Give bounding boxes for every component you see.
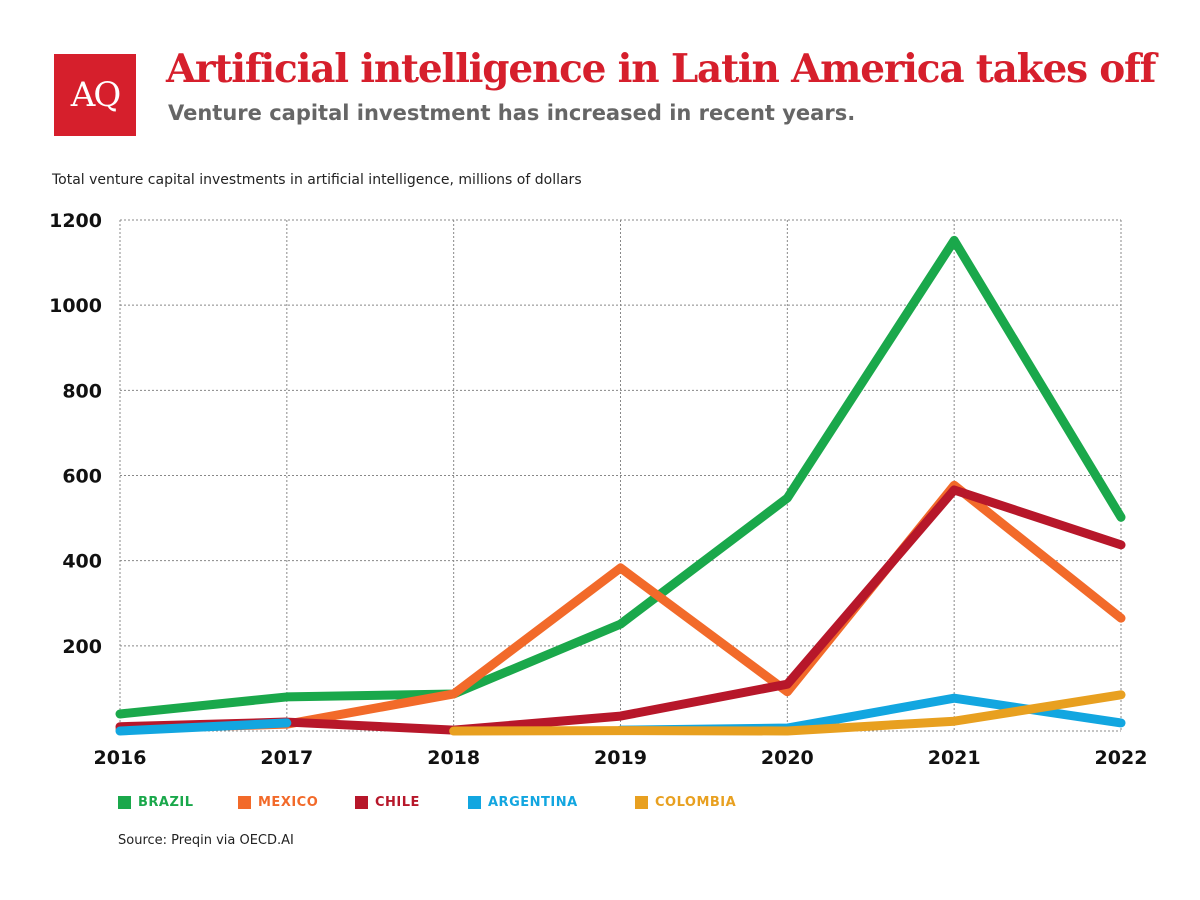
- x-tick-label: 2022: [1095, 747, 1148, 769]
- legend-label: COLOMBIA: [655, 795, 737, 810]
- legend-item-brazil: BRAZIL: [118, 795, 194, 810]
- y-tick-label: 400: [62, 551, 102, 573]
- source-note: Source: Preqin via OECD.AI: [118, 833, 294, 848]
- legend-label: CHILE: [375, 795, 420, 810]
- y-tick-label: 800: [62, 380, 102, 402]
- legend-swatch: [355, 796, 368, 809]
- aq-logo: AQ: [54, 54, 136, 136]
- chart-title: Total venture capital investments in art…: [52, 172, 582, 188]
- legend-swatch: [118, 796, 131, 809]
- page-title: Artificial intelligence in Latin America…: [166, 46, 1156, 92]
- legend-swatch: [635, 796, 648, 809]
- series-line-colombia: [449, 690, 1126, 736]
- legend-swatch: [468, 796, 481, 809]
- legend-item-mexico: MEXICO: [238, 795, 318, 810]
- x-tick-label: 2019: [594, 747, 647, 769]
- y-tick-label: 1200: [49, 210, 102, 232]
- x-tick-label: 2017: [260, 747, 313, 769]
- y-tick-label: 600: [62, 466, 102, 488]
- series-line-brazil: [115, 235, 1126, 719]
- x-tick-label: 2020: [761, 747, 814, 769]
- y-tick-label: 200: [62, 636, 102, 658]
- legend-item-chile: CHILE: [355, 795, 420, 810]
- series-line-argentina: [115, 718, 292, 736]
- x-tick-label: 2016: [94, 747, 147, 769]
- x-tick-label: 2021: [928, 747, 981, 769]
- legend-label: MEXICO: [258, 795, 319, 810]
- legend-label: ARGENTINA: [488, 795, 578, 810]
- legend-item-colombia: COLOMBIA: [635, 795, 736, 810]
- y-tick-label: 1000: [49, 295, 102, 317]
- x-tick-label: 2018: [427, 747, 480, 769]
- legend-swatch: [238, 796, 251, 809]
- page-subtitle: Venture capital investment has increased…: [168, 101, 856, 125]
- legend-item-argentina: ARGENTINA: [468, 795, 578, 810]
- legend-label: BRAZIL: [138, 795, 194, 810]
